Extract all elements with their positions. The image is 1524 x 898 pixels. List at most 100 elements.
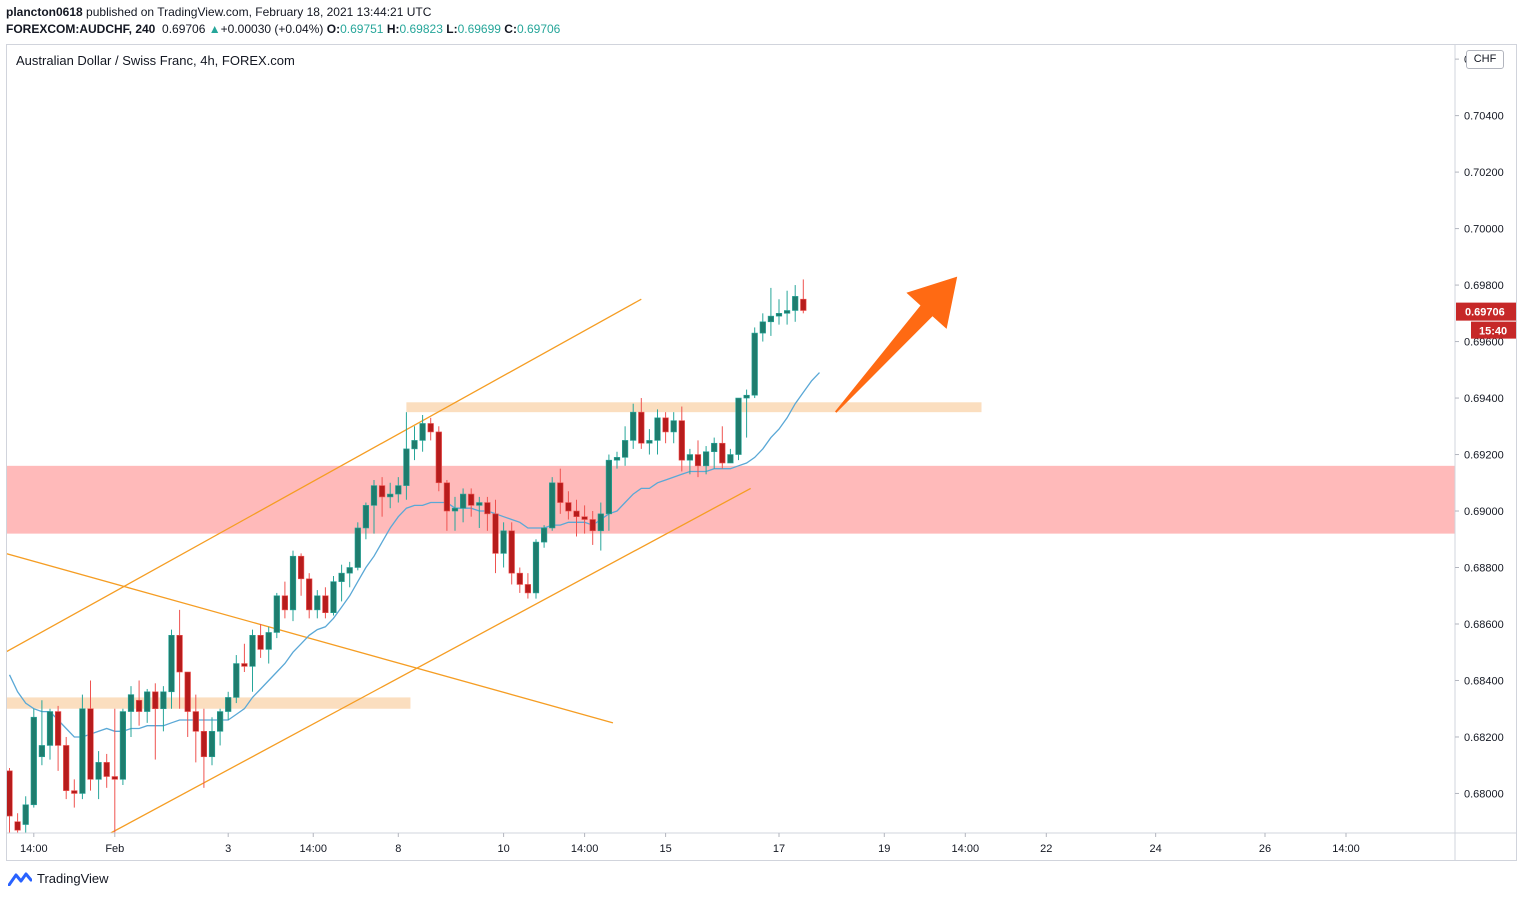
candle[interactable] [443, 479, 451, 531]
candle[interactable] [30, 708, 37, 808]
candle[interactable] [775, 299, 783, 325]
candle[interactable] [638, 398, 645, 449]
candle[interactable] [184, 671, 191, 737]
candle[interactable] [233, 655, 240, 704]
candle[interactable] [22, 796, 29, 833]
candle[interactable] [54, 705, 62, 771]
candle[interactable] [38, 700, 45, 766]
candle[interactable] [346, 561, 353, 588]
candle[interactable] [751, 327, 758, 399]
candle[interactable] [435, 426, 442, 492]
candle[interactable] [630, 403, 637, 449]
candle[interactable] [63, 736, 70, 800]
candle[interactable] [500, 522, 507, 568]
candle[interactable] [297, 553, 305, 596]
candle[interactable] [800, 279, 807, 314]
candle[interactable] [160, 686, 167, 732]
candle[interactable] [144, 688, 151, 723]
candle[interactable] [378, 477, 386, 517]
candle[interactable] [581, 505, 588, 534]
candle[interactable] [565, 491, 572, 520]
candle[interactable] [540, 525, 548, 548]
candle[interactable] [314, 590, 321, 619]
candle[interactable] [403, 412, 410, 500]
candle[interactable] [95, 751, 102, 800]
candle[interactable] [451, 496, 459, 531]
candle[interactable] [613, 451, 621, 469]
candle[interactable] [597, 502, 604, 551]
candle[interactable] [427, 417, 434, 441]
candle[interactable] [767, 287, 774, 336]
candle[interactable] [524, 573, 531, 599]
candle[interactable] [217, 708, 224, 746]
currency-badge[interactable]: CHF [1466, 50, 1504, 69]
candle[interactable] [127, 686, 135, 737]
candle[interactable] [46, 708, 54, 760]
candle[interactable] [225, 691, 232, 721]
candle[interactable] [257, 623, 264, 658]
candle[interactable] [119, 708, 126, 785]
candle[interactable] [71, 779, 78, 808]
candle[interactable] [646, 429, 653, 455]
candle[interactable] [273, 592, 280, 639]
candle[interactable] [79, 694, 86, 800]
candle[interactable] [111, 708, 118, 836]
candle[interactable] [136, 680, 143, 726]
candle[interactable] [508, 522, 515, 585]
candle[interactable] [208, 717, 216, 766]
candle[interactable] [702, 446, 710, 475]
candle[interactable] [759, 313, 766, 342]
candle[interactable] [516, 567, 523, 593]
candle[interactable] [152, 683, 159, 760]
candle[interactable] [281, 581, 289, 619]
candle[interactable] [338, 564, 345, 602]
candle[interactable] [419, 414, 426, 452]
candle[interactable] [727, 448, 734, 464]
candle[interactable] [735, 397, 742, 461]
candle[interactable] [783, 290, 791, 325]
candle[interactable] [492, 499, 499, 574]
candle[interactable] [411, 426, 418, 461]
candle[interactable] [589, 511, 596, 545]
candle[interactable] [573, 499, 580, 537]
candle[interactable] [654, 409, 661, 455]
candle[interactable] [7, 768, 13, 833]
tradingview-logo[interactable]: TradingView [8, 871, 109, 886]
candle[interactable] [387, 482, 394, 509]
candle[interactable] [241, 643, 248, 673]
candle[interactable] [87, 680, 94, 791]
candle[interactable] [370, 479, 378, 534]
candle[interactable] [249, 629, 256, 692]
candle[interactable] [306, 573, 313, 619]
candle[interactable] [686, 448, 693, 475]
candle[interactable] [484, 496, 491, 531]
candle[interactable] [792, 285, 799, 322]
candle[interactable] [395, 477, 402, 503]
candle[interactable] [362, 502, 370, 540]
candle[interactable] [549, 477, 556, 531]
candle[interactable] [694, 440, 702, 478]
candle[interactable] [605, 454, 612, 531]
candle[interactable] [743, 389, 750, 438]
candle[interactable] [711, 437, 718, 469]
candle[interactable] [678, 406, 685, 472]
publisher-user[interactable]: plancton0618 [6, 5, 83, 19]
candle[interactable] [14, 813, 21, 836]
candle[interactable] [289, 550, 297, 622]
candle[interactable] [103, 753, 110, 788]
candle[interactable] [468, 488, 475, 517]
candle[interactable] [200, 708, 208, 788]
candle[interactable] [532, 539, 540, 599]
candle[interactable] [176, 609, 183, 709]
candle[interactable] [719, 426, 726, 469]
candle[interactable] [662, 412, 669, 444]
candle[interactable] [476, 496, 483, 528]
candle[interactable] [330, 575, 337, 616]
candle[interactable] [557, 468, 564, 514]
candle[interactable] [670, 412, 677, 444]
candle[interactable] [322, 587, 329, 619]
candle[interactable] [621, 426, 629, 466]
candle[interactable] [168, 629, 175, 709]
candle[interactable] [459, 488, 467, 523]
